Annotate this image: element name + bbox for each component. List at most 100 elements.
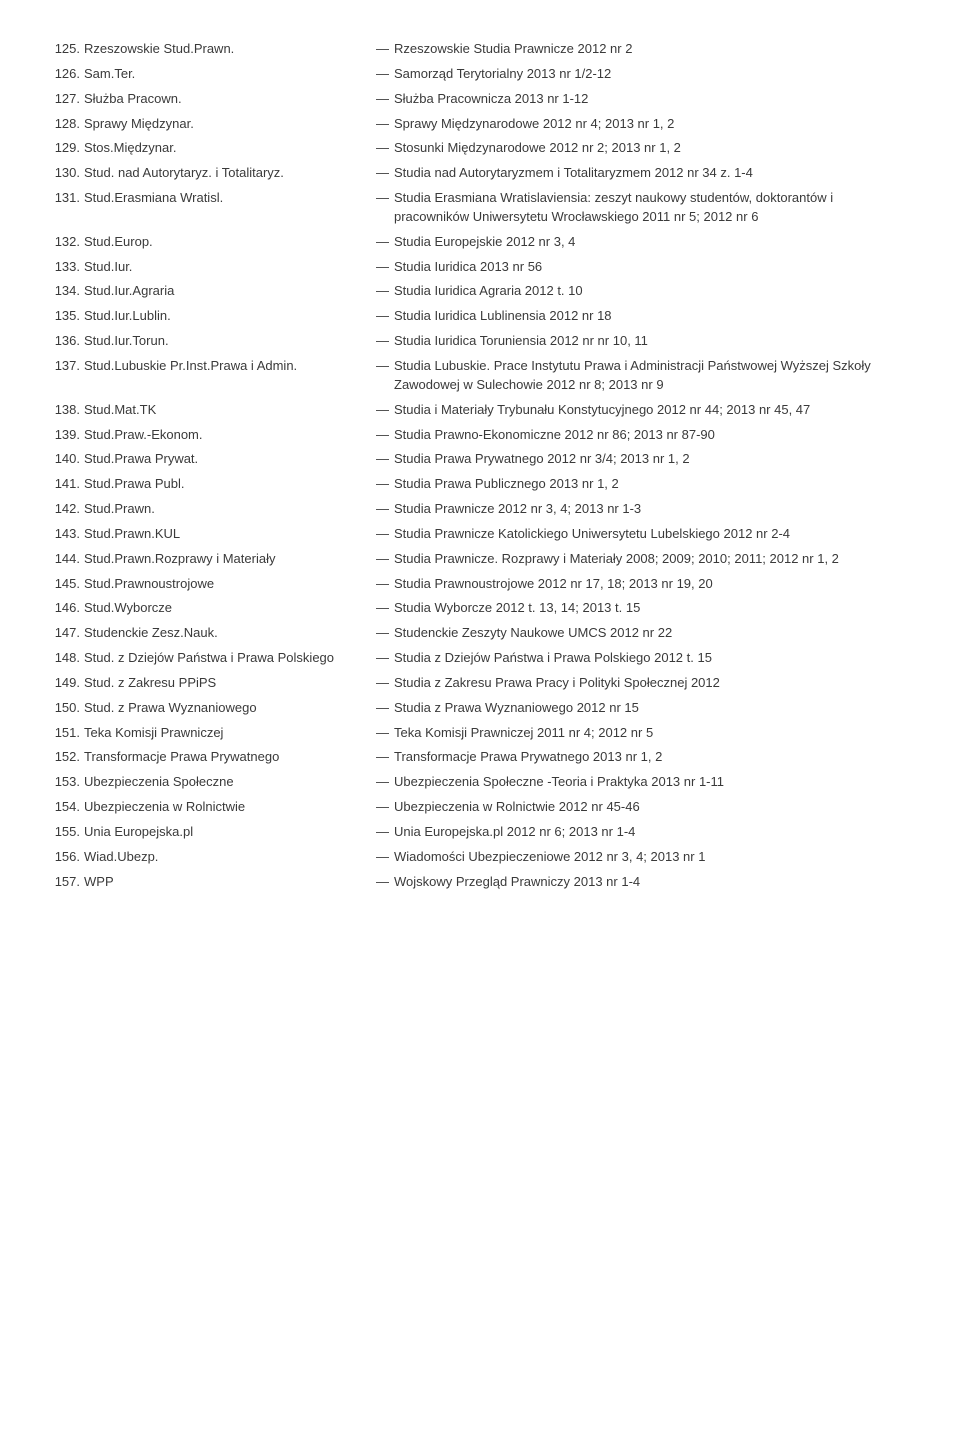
list-row: 146.Stud.Wyborcze—Studia Wyborcze 2012 t…: [50, 599, 910, 618]
list-row: 142.Stud.Prawn.—Studia Prawnicze 2012 nr…: [50, 500, 910, 519]
separator-dash: —: [376, 65, 394, 84]
entry-number: 157.: [50, 873, 84, 892]
entry-full-title: Studia Iuridica Toruniensia 2012 nr nr 1…: [394, 332, 910, 351]
entry-number: 138.: [50, 401, 84, 420]
separator-dash: —: [376, 282, 394, 301]
entry-abbreviation: Stud.Prawnoustrojowe: [84, 575, 376, 594]
entry-abbreviation: Teka Komisji Prawniczej: [84, 724, 376, 743]
entry-abbreviation: Stud.Wyborcze: [84, 599, 376, 618]
entry-abbreviation: Służba Pracown.: [84, 90, 376, 109]
separator-dash: —: [376, 475, 394, 494]
separator-dash: —: [376, 823, 394, 842]
entry-number: 146.: [50, 599, 84, 618]
entry-number: 149.: [50, 674, 84, 693]
list-row: 139.Stud.Praw.-Ekonom.—Studia Prawno-Eko…: [50, 426, 910, 445]
entry-number: 144.: [50, 550, 84, 569]
entry-number: 134.: [50, 282, 84, 301]
entry-full-title: Studia Iuridica Agraria 2012 t. 10: [394, 282, 910, 301]
separator-dash: —: [376, 699, 394, 718]
list-row: 140.Stud.Prawa Prywat.—Studia Prawa Pryw…: [50, 450, 910, 469]
entry-abbreviation: Ubezpieczenia w Rolnictwie: [84, 798, 376, 817]
entry-number: 150.: [50, 699, 84, 718]
entry-abbreviation: WPP: [84, 873, 376, 892]
entry-full-title: Wojskowy Przegląd Prawniczy 2013 nr 1-4: [394, 873, 910, 892]
separator-dash: —: [376, 357, 394, 376]
entry-number: 154.: [50, 798, 84, 817]
entry-full-title: Studia Erasmiana Wratislaviensia: zeszyt…: [394, 189, 910, 227]
entry-number: 142.: [50, 500, 84, 519]
entry-number: 129.: [50, 139, 84, 158]
entry-abbreviation: Rzeszowskie Stud.Prawn.: [84, 40, 376, 59]
separator-dash: —: [376, 40, 394, 59]
entry-abbreviation: Stud.Prawa Publ.: [84, 475, 376, 494]
entry-abbreviation: Sam.Ter.: [84, 65, 376, 84]
separator-dash: —: [376, 674, 394, 693]
entry-full-title: Studia Prawa Publicznego 2013 nr 1, 2: [394, 475, 910, 494]
list-row: 141.Stud.Prawa Publ.—Studia Prawa Public…: [50, 475, 910, 494]
entry-abbreviation: Stud.Erasmiana Wratisl.: [84, 189, 376, 208]
entry-full-title: Studia Iuridica Lublinensia 2012 nr 18: [394, 307, 910, 326]
entry-full-title: Studia Prawnicze. Rozprawy i Materiały 2…: [394, 550, 910, 569]
entry-full-title: Samorząd Terytorialny 2013 nr 1/2-12: [394, 65, 910, 84]
entry-full-title: Ubezpieczenia w Rolnictwie 2012 nr 45-46: [394, 798, 910, 817]
entry-full-title: Teka Komisji Prawniczej 2011 nr 4; 2012 …: [394, 724, 910, 743]
entry-full-title: Unia Europejska.pl 2012 nr 6; 2013 nr 1-…: [394, 823, 910, 842]
entry-number: 133.: [50, 258, 84, 277]
abbreviation-list: 125.Rzeszowskie Stud.Prawn.—Rzeszowskie …: [50, 40, 910, 892]
entry-full-title: Studia Europejskie 2012 nr 3, 4: [394, 233, 910, 252]
entry-abbreviation: Stud.Iur.Torun.: [84, 332, 376, 351]
separator-dash: —: [376, 724, 394, 743]
entry-number: 136.: [50, 332, 84, 351]
list-row: 154.Ubezpieczenia w Rolnictwie—Ubezpiecz…: [50, 798, 910, 817]
entry-full-title: Studenckie Zeszyty Naukowe UMCS 2012 nr …: [394, 624, 910, 643]
separator-dash: —: [376, 307, 394, 326]
list-row: 155.Unia Europejska.pl—Unia Europejska.p…: [50, 823, 910, 842]
entry-full-title: Rzeszowskie Studia Prawnicze 2012 nr 2: [394, 40, 910, 59]
list-row: 132.Stud.Europ.—Studia Europejskie 2012 …: [50, 233, 910, 252]
list-row: 130.Stud. nad Autorytaryz. i Totalitaryz…: [50, 164, 910, 183]
entry-full-title: Sprawy Międzynarodowe 2012 nr 4; 2013 nr…: [394, 115, 910, 134]
entry-number: 156.: [50, 848, 84, 867]
separator-dash: —: [376, 90, 394, 109]
list-row: 129.Stos.Międzynar.—Stosunki Międzynarod…: [50, 139, 910, 158]
entry-abbreviation: Stud.Europ.: [84, 233, 376, 252]
list-row: 148.Stud. z Dziejów Państwa i Prawa Pols…: [50, 649, 910, 668]
list-row: 152.Transformacje Prawa Prywatnego—Trans…: [50, 748, 910, 767]
list-row: 135.Stud.Iur.Lublin.—Studia Iuridica Lub…: [50, 307, 910, 326]
entry-abbreviation: Stud. nad Autorytaryz. i Totalitaryz.: [84, 164, 376, 183]
list-row: 131.Stud.Erasmiana Wratisl.—Studia Erasm…: [50, 189, 910, 227]
entry-abbreviation: Stud.Iur.: [84, 258, 376, 277]
entry-abbreviation: Stud.Prawa Prywat.: [84, 450, 376, 469]
entry-full-title: Studia Prawnoustrojowe 2012 nr 17, 18; 2…: [394, 575, 910, 594]
entry-full-title: Służba Pracownicza 2013 nr 1-12: [394, 90, 910, 109]
separator-dash: —: [376, 332, 394, 351]
entry-number: 139.: [50, 426, 84, 445]
entry-abbreviation: Sprawy Międzynar.: [84, 115, 376, 134]
list-row: 134.Stud.Iur.Agraria—Studia Iuridica Agr…: [50, 282, 910, 301]
list-row: 156.Wiad.Ubezp.—Wiadomości Ubezpieczenio…: [50, 848, 910, 867]
entry-abbreviation: Wiad.Ubezp.: [84, 848, 376, 867]
entry-abbreviation: Stud.Prawn.KUL: [84, 525, 376, 544]
entry-number: 130.: [50, 164, 84, 183]
separator-dash: —: [376, 599, 394, 618]
separator-dash: —: [376, 649, 394, 668]
entry-abbreviation: Stud.Lubuskie Pr.Inst.Prawa i Admin.: [84, 357, 376, 376]
entry-number: 125.: [50, 40, 84, 59]
entry-abbreviation: Stud.Iur.Agraria: [84, 282, 376, 301]
separator-dash: —: [376, 798, 394, 817]
entry-number: 145.: [50, 575, 84, 594]
list-row: 136.Stud.Iur.Torun.—Studia Iuridica Toru…: [50, 332, 910, 351]
entry-full-title: Studia Iuridica 2013 nr 56: [394, 258, 910, 277]
entry-full-title: Studia z Prawa Wyznaniowego 2012 nr 15: [394, 699, 910, 718]
separator-dash: —: [376, 258, 394, 277]
entry-abbreviation: Transformacje Prawa Prywatnego: [84, 748, 376, 767]
entry-full-title: Studia i Materiały Trybunału Konstytucyj…: [394, 401, 910, 420]
entry-full-title: Wiadomości Ubezpieczeniowe 2012 nr 3, 4;…: [394, 848, 910, 867]
separator-dash: —: [376, 525, 394, 544]
separator-dash: —: [376, 164, 394, 183]
entry-number: 141.: [50, 475, 84, 494]
entry-abbreviation: Stud.Mat.TK: [84, 401, 376, 420]
list-row: 151.Teka Komisji Prawniczej—Teka Komisji…: [50, 724, 910, 743]
list-row: 147.Studenckie Zesz.Nauk.—Studenckie Zes…: [50, 624, 910, 643]
entry-number: 155.: [50, 823, 84, 842]
